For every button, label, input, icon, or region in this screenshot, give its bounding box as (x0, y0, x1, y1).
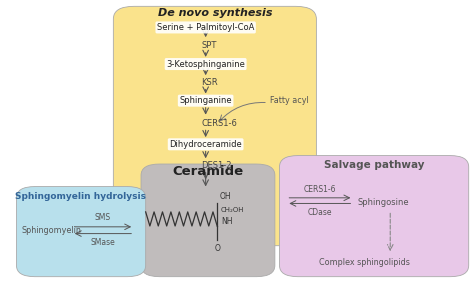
Text: Dihydroceramide: Dihydroceramide (169, 140, 242, 149)
Text: Complex sphingolipids: Complex sphingolipids (319, 258, 410, 267)
Text: De novo synthesis: De novo synthesis (158, 8, 272, 18)
Text: NH: NH (221, 216, 232, 226)
Text: SMS: SMS (95, 213, 111, 222)
Text: CERS1-6: CERS1-6 (304, 185, 336, 194)
Text: Sphingomyelin: Sphingomyelin (21, 226, 81, 235)
Text: OH: OH (219, 192, 231, 201)
FancyBboxPatch shape (17, 186, 146, 277)
Text: Ceramide: Ceramide (173, 165, 244, 177)
Text: CDase: CDase (308, 208, 332, 217)
Text: Serine + Palmitoyl-CoA: Serine + Palmitoyl-CoA (157, 23, 255, 32)
FancyBboxPatch shape (280, 156, 469, 277)
Text: SPT: SPT (201, 41, 217, 50)
Text: CH₂OH: CH₂OH (221, 207, 245, 213)
FancyBboxPatch shape (113, 6, 317, 246)
Text: Sphingosine: Sphingosine (357, 198, 409, 207)
Text: Sphingomyelin hydrolysis: Sphingomyelin hydrolysis (15, 192, 146, 201)
Text: CERS1-6: CERS1-6 (201, 119, 237, 128)
Text: O: O (214, 244, 220, 253)
Text: SMase: SMase (91, 238, 115, 247)
Text: DES1-2: DES1-2 (201, 161, 231, 170)
Text: 3-Ketosphinganine: 3-Ketosphinganine (166, 59, 245, 68)
Text: KSR: KSR (201, 78, 218, 87)
Text: Salvage pathway: Salvage pathway (324, 160, 424, 170)
FancyBboxPatch shape (141, 164, 275, 277)
Text: Sphinganine: Sphinganine (179, 96, 232, 105)
Text: Fatty acyl: Fatty acyl (270, 96, 309, 105)
